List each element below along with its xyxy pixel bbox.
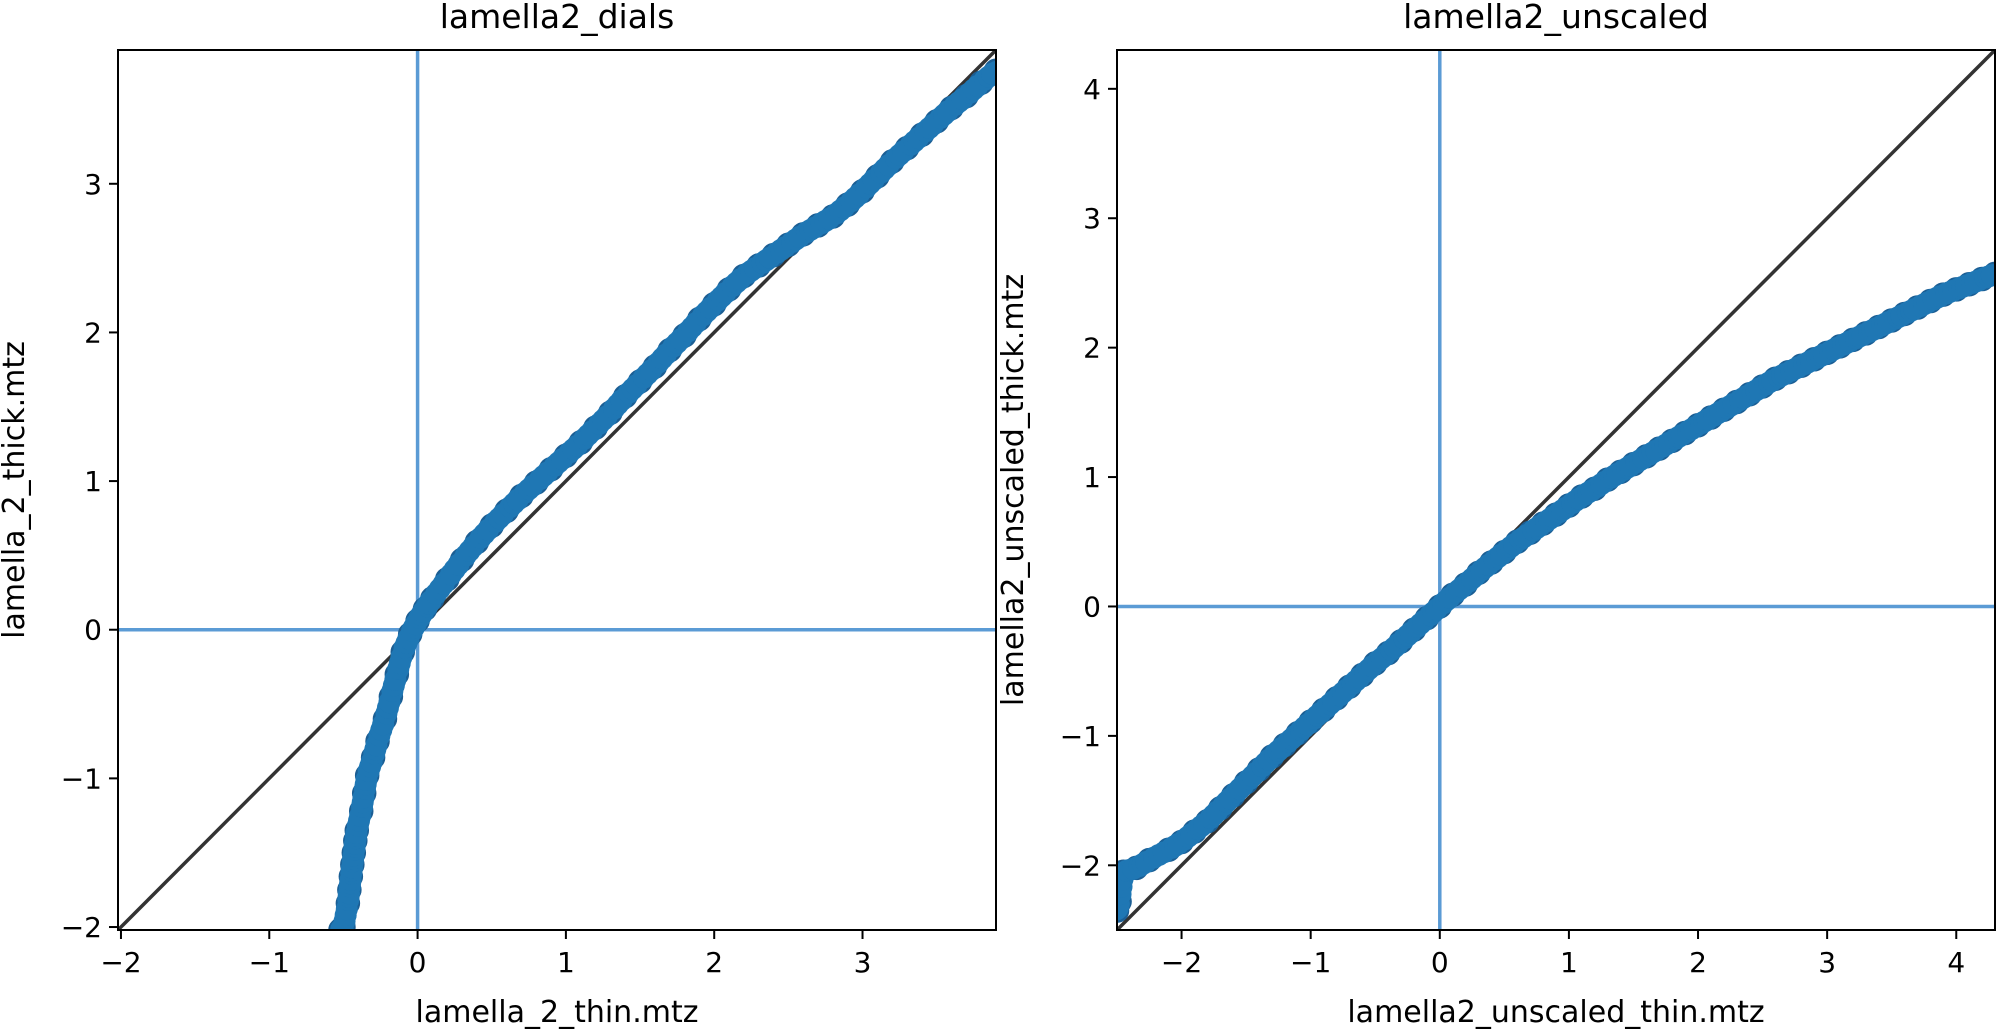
identity-reference-line xyxy=(1117,50,1995,930)
y-tick-label: 3 xyxy=(1083,202,1101,235)
x-tick-label: 2 xyxy=(1689,946,1707,979)
right-x-axis-label: lamella2_unscaled_thin.mtz xyxy=(1347,995,1764,1030)
left-axis-ticks: −2 −1 0 1 2 3 −2 −1 0 1 2 3 xyxy=(61,168,872,979)
left-y-axis-label: lamella_2_thick.mtz xyxy=(0,341,32,639)
y-tick-label: 1 xyxy=(84,465,102,498)
scatter-series xyxy=(1117,261,1995,923)
left-plot-area xyxy=(118,50,996,930)
right-panel-title: lamella2_unscaled xyxy=(1403,0,1709,36)
x-tick-label: 0 xyxy=(409,946,427,979)
x-tick-label: 1 xyxy=(1560,946,1578,979)
x-tick-label: 0 xyxy=(1431,946,1449,979)
x-tick-label: 3 xyxy=(1818,946,1836,979)
x-tick-label: −1 xyxy=(1290,946,1331,979)
x-tick-label: 2 xyxy=(705,946,723,979)
right-y-axis-label: lamella2_unscaled_thick.mtz xyxy=(996,274,1031,706)
right-axis-ticks: −2 −1 0 1 2 3 4 −2 −1 0 1 2 3 4 xyxy=(1060,73,1965,979)
y-tick-label: 2 xyxy=(1083,332,1101,365)
y-tick-label: −2 xyxy=(1060,849,1101,882)
right-panel: lamella2_unscaled −2 −1 0 1 2 3 4 −2 −1 0 1 2 3 4 lam… xyxy=(996,0,1996,1030)
y-tick-label: 4 xyxy=(1083,73,1101,106)
y-tick-label: 3 xyxy=(84,168,102,201)
x-tick-label: 1 xyxy=(557,946,575,979)
x-tick-label: −1 xyxy=(249,946,290,979)
x-tick-label: 4 xyxy=(1947,946,1965,979)
y-tick-label: −1 xyxy=(1060,720,1101,753)
scatter-series xyxy=(328,58,996,930)
y-tick-label: 0 xyxy=(84,614,102,647)
x-tick-label: −2 xyxy=(100,946,141,979)
x-tick-label: 3 xyxy=(854,946,872,979)
left-panel: lamella2_dials −2 −1 0 1 2 3 −2 −1 0 1 2 3 lamella_… xyxy=(0,0,997,1030)
scatter-point-fill xyxy=(1980,264,1995,287)
right-plot-area xyxy=(1117,50,1995,930)
y-tick-label: 0 xyxy=(1083,590,1101,623)
y-tick-label: 2 xyxy=(84,316,102,349)
y-tick-label: −2 xyxy=(61,911,102,944)
y-tick-label: 1 xyxy=(1083,461,1101,494)
left-panel-title: lamella2_dials xyxy=(440,0,675,36)
right-plot-frame xyxy=(1116,49,1996,931)
y-tick-label: −1 xyxy=(61,762,102,795)
x-tick-label: −2 xyxy=(1161,946,1202,979)
left-plot-frame xyxy=(117,49,997,931)
left-x-axis-label: lamella_2_thin.mtz xyxy=(416,995,699,1030)
scatter-point-fill xyxy=(981,62,996,85)
